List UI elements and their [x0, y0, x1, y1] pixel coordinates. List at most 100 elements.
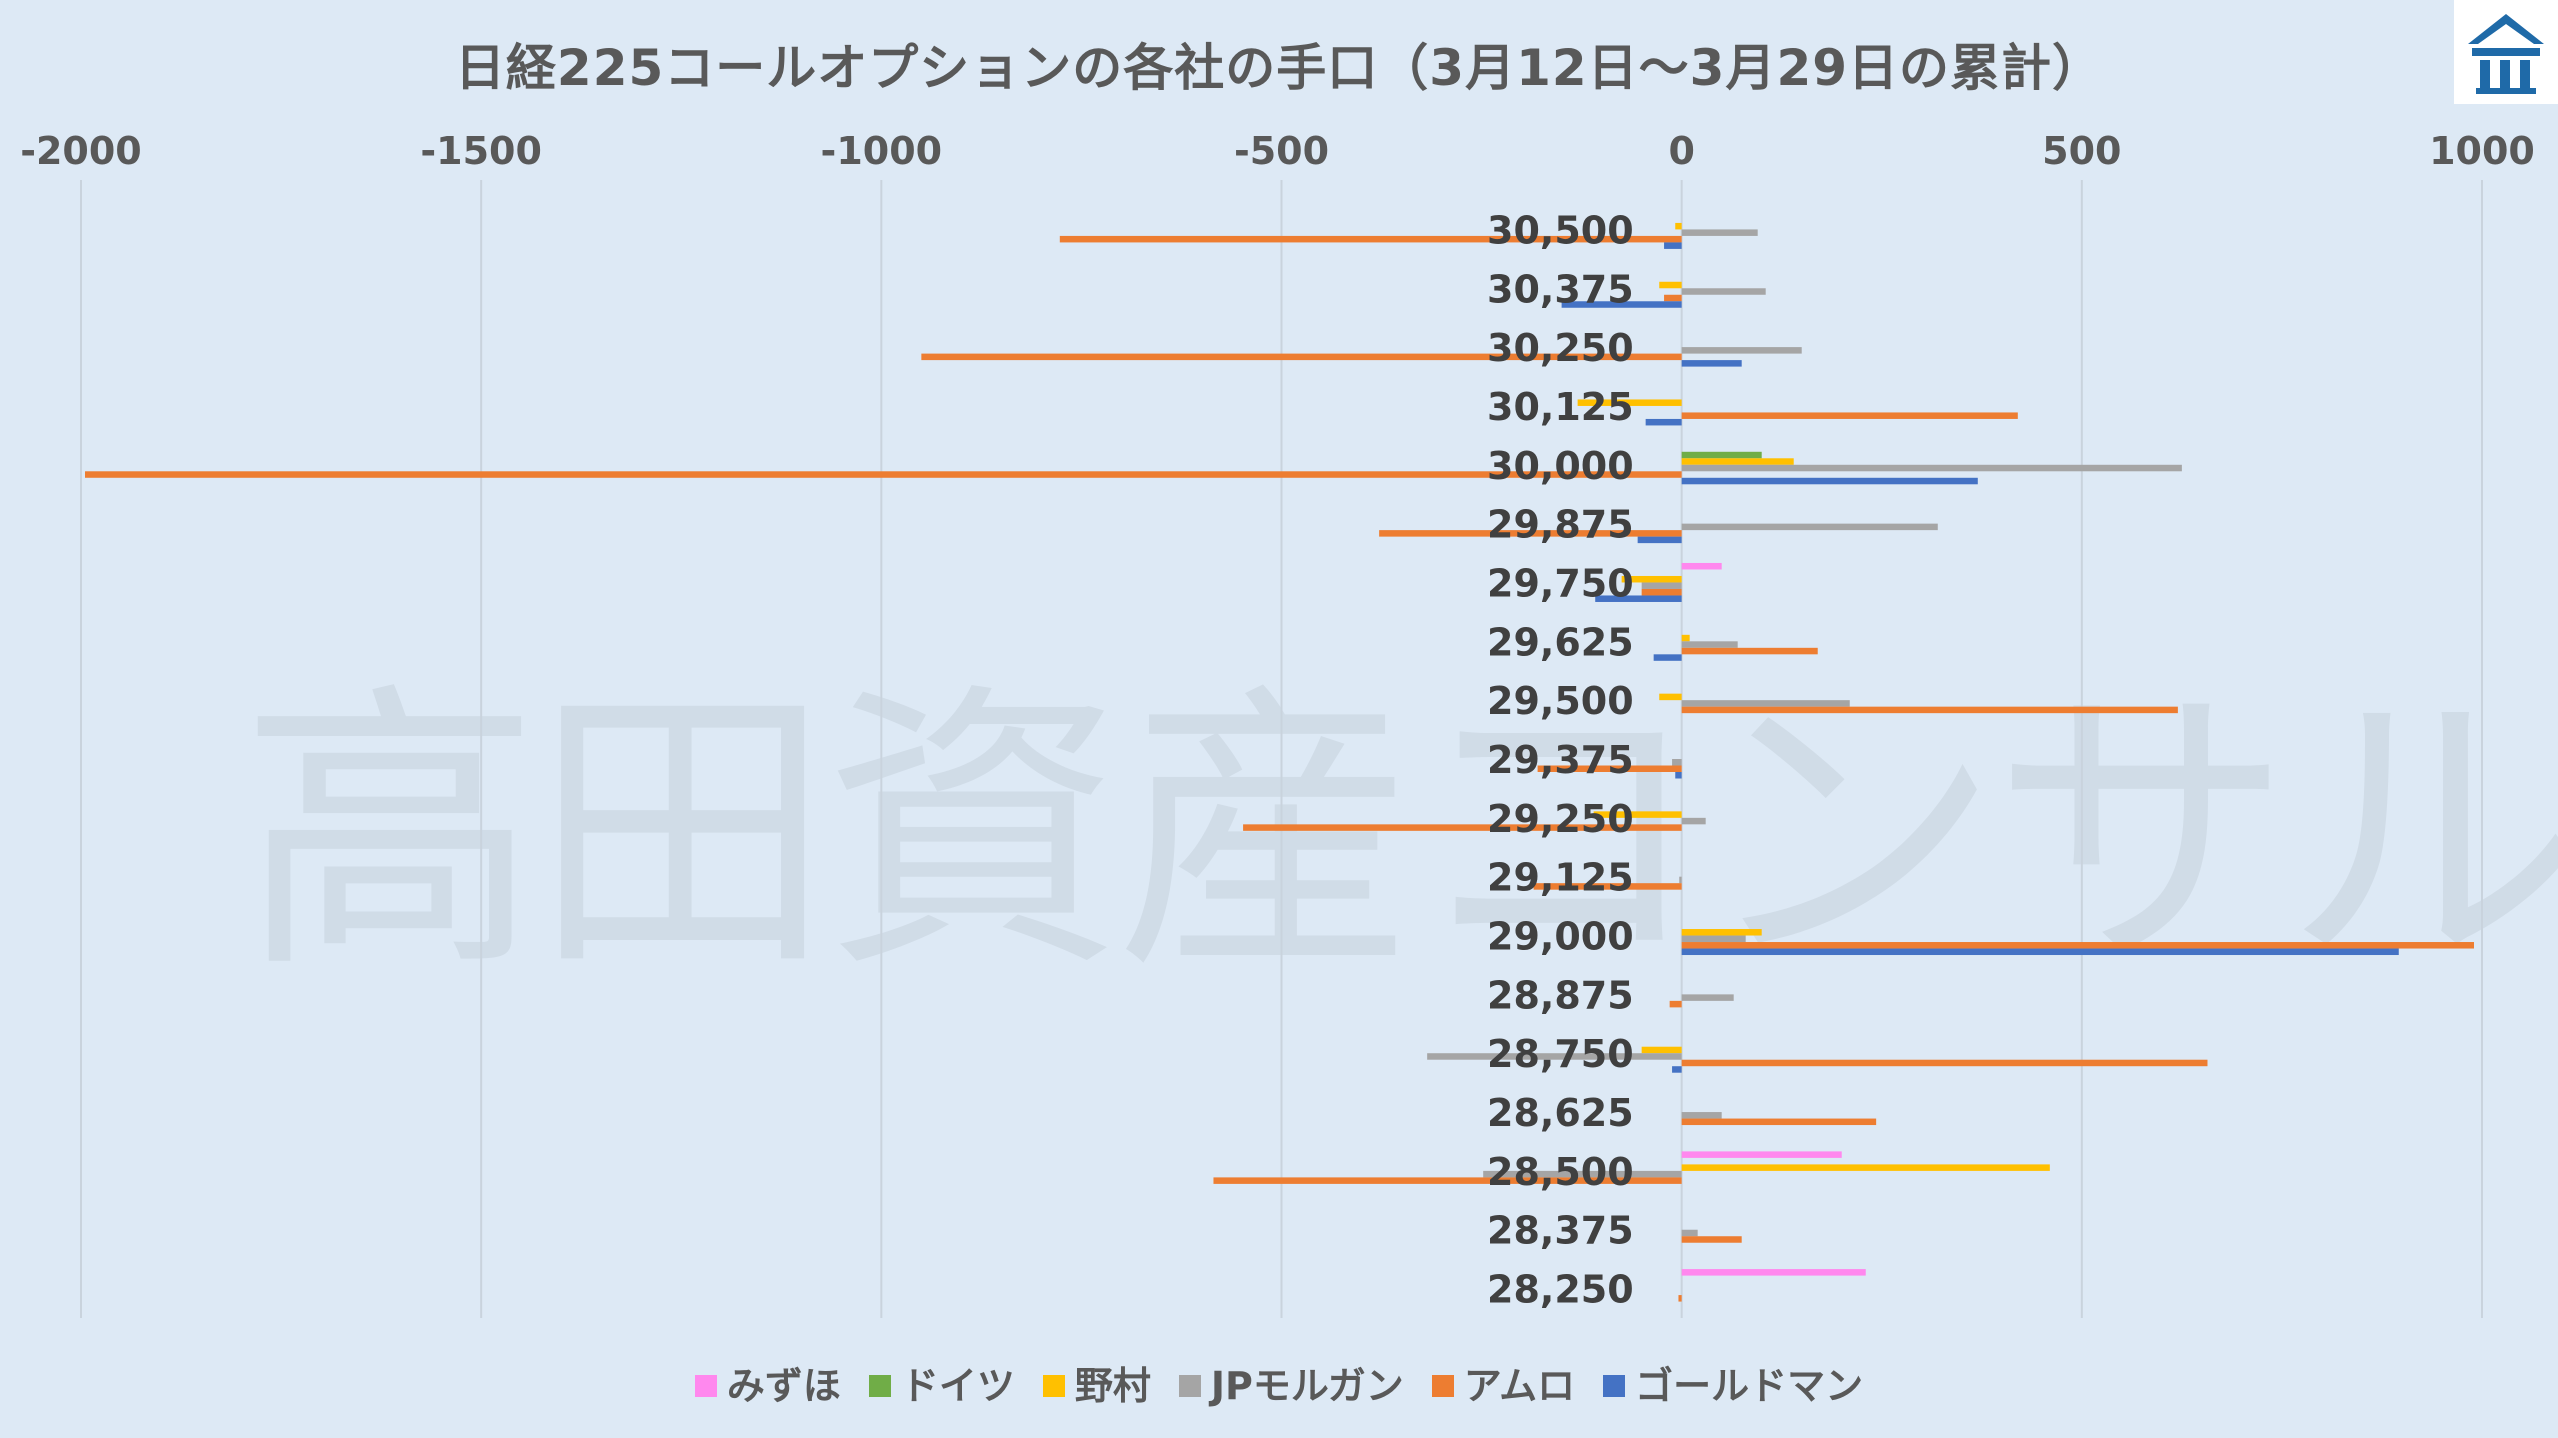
category-label: 29,750	[1487, 561, 1634, 605]
bar	[921, 353, 1682, 361]
legend-item: 野村	[1042, 1355, 1151, 1410]
category-label: 29,125	[1487, 856, 1634, 900]
bar	[1672, 1066, 1682, 1073]
legend-label: みずほ	[726, 1364, 841, 1408]
bar	[1681, 942, 2474, 949]
bar	[1664, 294, 1682, 302]
bar	[1681, 634, 1690, 642]
bar	[1641, 588, 1682, 596]
bar	[1678, 1295, 1682, 1302]
bar	[1659, 281, 1682, 289]
bar	[1641, 1046, 1682, 1054]
bar	[1213, 1177, 1682, 1184]
bar	[1659, 693, 1682, 701]
bar	[1681, 935, 1746, 943]
category-label: 30,375	[1487, 267, 1634, 311]
bar	[1379, 530, 1682, 537]
company-logo-icon	[2454, 0, 2558, 104]
bar	[1681, 948, 2399, 956]
category-label: 30,000	[1487, 444, 1634, 488]
legend: みずほ ドイツ 野村 JPモルガン アムロ ゴールドマン	[0, 1355, 2558, 1410]
bar	[1681, 229, 1758, 236]
x-tick-label: -2000	[20, 129, 142, 173]
legend-label: アムロ	[1463, 1364, 1576, 1408]
category-label: 29,625	[1487, 620, 1634, 664]
category-label: 29,875	[1487, 503, 1634, 547]
bar	[1675, 772, 1682, 779]
bar	[1653, 654, 1682, 661]
bar	[1533, 883, 1682, 890]
legend-item: アムロ	[1431, 1355, 1576, 1410]
x-tick-label: -1500	[420, 129, 542, 173]
bar	[1664, 242, 1682, 249]
category-label: 29,000	[1487, 915, 1634, 959]
bar	[1621, 575, 1682, 583]
bar	[1681, 523, 1938, 531]
bar	[1675, 222, 1682, 230]
legend-swatch	[1042, 1374, 1065, 1397]
bar	[85, 471, 1682, 478]
bar	[1681, 347, 1802, 354]
bar	[1681, 1059, 2208, 1067]
chart-title: 日経225コールオプションの各社の手口（3月12日～3月29日の累計）	[454, 39, 2104, 97]
x-tick-label: 0	[1668, 129, 1694, 173]
bar	[1672, 759, 1682, 766]
bar	[1561, 301, 1682, 308]
bar	[1681, 817, 1706, 825]
bar	[1681, 1151, 1842, 1158]
legend-swatch	[1603, 1374, 1626, 1397]
category-label: 28,625	[1487, 1091, 1634, 1135]
bar	[1243, 824, 1682, 831]
category-label: 28,500	[1487, 1150, 1634, 1194]
bar	[1681, 1236, 1742, 1243]
category-label: 28,375	[1487, 1209, 1634, 1253]
legend-swatch	[1431, 1374, 1454, 1397]
x-tick-label: 500	[2042, 129, 2121, 173]
bar	[1681, 360, 1742, 367]
bar	[1681, 477, 1978, 485]
x-tick-label: -1000	[821, 129, 943, 173]
category-label: 30,125	[1487, 385, 1634, 429]
bar	[1681, 647, 1818, 655]
bar	[1669, 1000, 1682, 1008]
bar	[1641, 582, 1682, 589]
bar	[1681, 464, 2182, 472]
legend-swatch	[868, 1374, 891, 1397]
legend-swatch	[1178, 1374, 1201, 1397]
bar	[1483, 1170, 1682, 1178]
bar	[1637, 536, 1682, 544]
legend-item: ドイツ	[868, 1355, 1015, 1410]
x-tick-label: 1000	[2429, 129, 2535, 173]
bar	[1593, 811, 1682, 818]
category-label: 28,875	[1487, 973, 1634, 1017]
category-label: 29,250	[1487, 797, 1634, 841]
legend-label: JPモルガン	[1210, 1364, 1404, 1408]
legend-swatch	[694, 1374, 717, 1397]
bar	[1681, 288, 1766, 295]
bar	[1681, 700, 1850, 707]
category-label: 28,750	[1487, 1032, 1634, 1076]
category-label: 29,375	[1487, 738, 1634, 782]
bar	[1681, 706, 2178, 714]
bar	[1681, 1118, 1877, 1126]
bar	[1679, 876, 1682, 884]
category-label: 30,250	[1487, 326, 1634, 370]
bar	[1681, 1112, 1722, 1119]
bar	[1059, 235, 1682, 243]
category-label: 28,250	[1487, 1268, 1634, 1312]
bar	[1681, 412, 2018, 419]
legend-item: ゴールドマン	[1603, 1355, 1863, 1410]
legend-label: 野村	[1074, 1364, 1151, 1408]
bar	[1427, 1053, 1682, 1060]
bar	[1681, 562, 1722, 570]
bar	[1645, 418, 1682, 426]
category-label: 29,500	[1487, 679, 1634, 723]
bar	[1681, 458, 1794, 465]
bar	[1681, 994, 1734, 1001]
bar	[1681, 1164, 2050, 1171]
x-tick-label: -500	[1234, 129, 1329, 173]
bar	[1681, 929, 1762, 936]
bar	[1681, 1229, 1698, 1237]
